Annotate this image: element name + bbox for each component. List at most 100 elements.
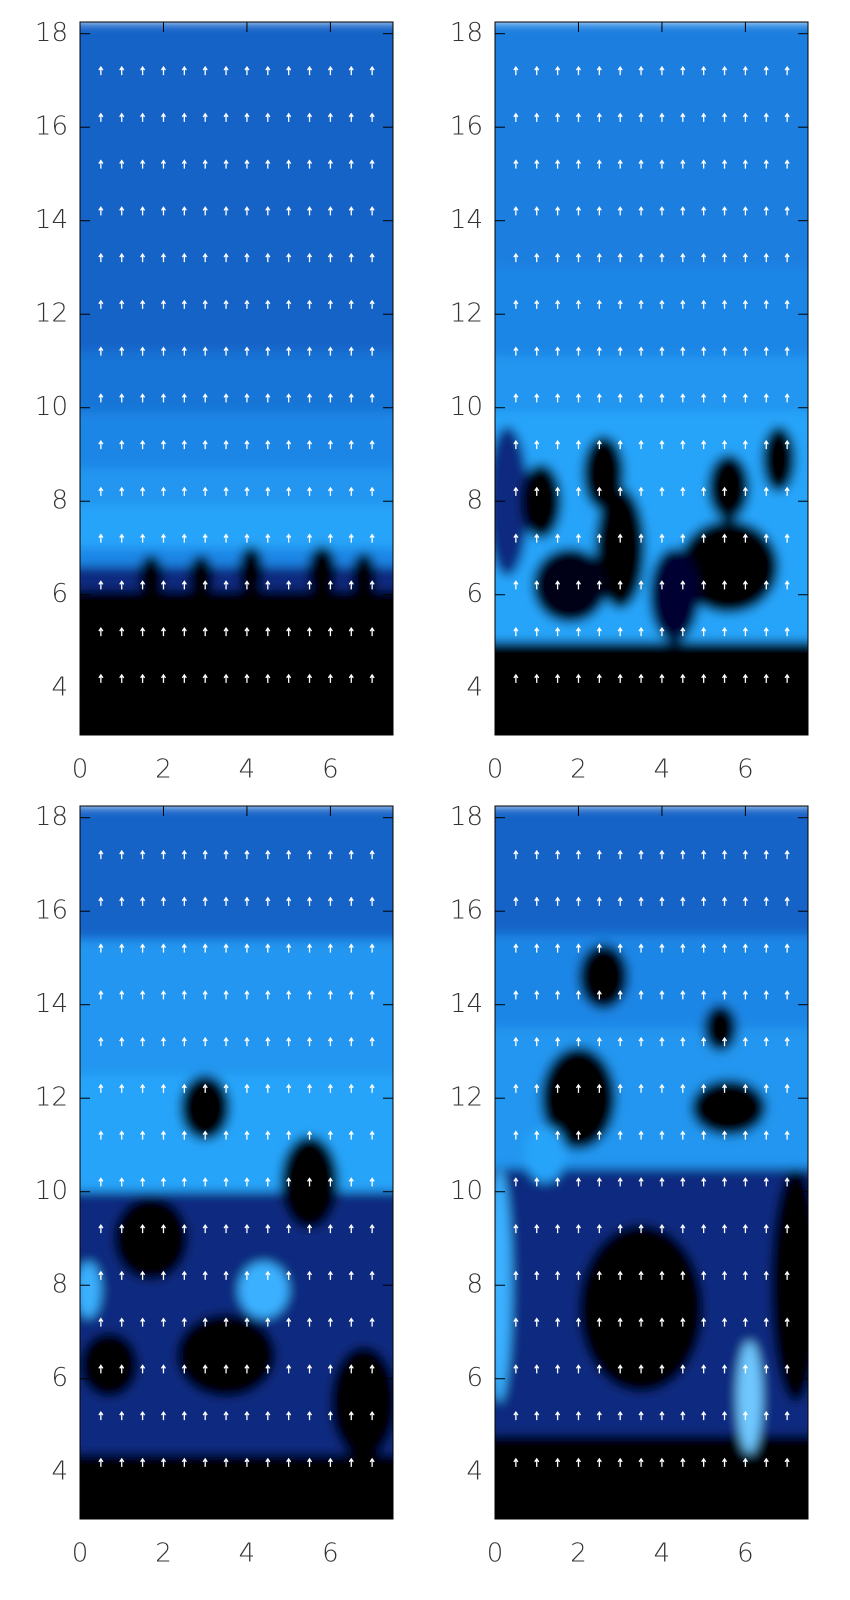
y-tick-label: 14 [450,989,483,1019]
velocity-arrow [244,252,250,263]
velocity-arrow [742,1083,748,1093]
velocity-arrow [680,943,686,953]
velocity-arrow [617,439,623,450]
velocity-arrow [659,1317,665,1327]
velocity-arrow [306,1177,313,1187]
velocity-arrow [223,1177,229,1187]
velocity-arrow [659,206,665,216]
velocity-arrow [742,1130,748,1140]
velocity-arrow [244,346,250,356]
velocity-arrow [721,849,728,860]
velocity-arrow [119,849,125,860]
velocity-arrow [742,533,748,543]
velocity-arrow [534,673,540,683]
velocity-arrow [327,112,333,122]
velocity-arrow [202,299,208,309]
velocity-arrow [369,626,375,637]
velocity-arrow [244,159,250,169]
velocity-arrow [784,1364,790,1374]
velocity-arrow [98,112,104,122]
velocity-arrow [348,252,354,263]
velocity-arrow [784,346,790,356]
velocity-arrow [369,943,375,953]
velocity-arrow [617,673,623,683]
velocity-arrow [555,849,561,860]
velocity-arrow [659,1410,665,1421]
velocity-arrow [286,580,292,590]
velocity-arrow [534,1036,540,1047]
velocity-arrow [596,943,602,953]
velocity-arrow [534,1223,540,1234]
velocity-arrow [701,849,707,860]
velocity-arrow [742,1177,748,1187]
plume [578,1224,704,1393]
velocity-arrow [223,1410,229,1421]
plume [307,545,337,598]
velocity-arrow [244,1223,250,1234]
velocity-arrow [160,1177,167,1187]
velocity-arrow [742,990,748,1000]
velocity-arrow [181,673,187,683]
velocity-arrow [348,580,354,590]
velocity-arrow [596,1270,602,1280]
velocity-arrow [763,486,769,496]
velocity-arrow [223,1130,229,1140]
velocity-arrow [223,393,229,403]
velocity-arrow [202,112,208,122]
velocity-arrow [265,1036,271,1047]
velocity-arrow [265,580,271,590]
velocity-arrow [596,1317,602,1327]
velocity-arrow [763,943,769,953]
velocity-arrow [369,533,375,543]
velocity-arrow [680,1036,686,1047]
velocity-arrow [223,580,229,590]
y-tick-label: 14 [35,989,68,1019]
velocity-arrow [223,533,229,543]
velocity-arrow [327,943,333,953]
velocity-arrow [617,1410,623,1421]
velocity-arrow [306,626,313,637]
y-tick-label: 6 [51,1363,68,1393]
y-tick-label: 6 [51,579,68,609]
velocity-arrow [763,206,769,216]
velocity-arrow [555,346,561,356]
contour-layer [80,590,393,735]
velocity-arrow [327,439,333,450]
velocity-arrow [680,1177,686,1187]
velocity-arrow [160,943,167,953]
velocity-arrow [223,439,229,450]
velocity-arrow [534,1270,540,1280]
velocity-arrow [265,486,271,496]
velocity-arrow [575,1317,582,1327]
velocity-arrow [181,896,187,906]
velocity-arrow [701,112,707,122]
plot-frame [494,21,809,736]
velocity-arrow [160,626,167,637]
velocity-arrow [202,393,208,403]
y-tick-label: 4 [466,673,483,703]
velocity-arrow [265,1410,271,1421]
velocity-arrow [265,1457,271,1467]
velocity-arrow [98,1317,104,1327]
plume [495,426,529,577]
velocity-arrow [555,1457,561,1467]
velocity-arrow [286,439,292,450]
velocity-arrow [742,1317,748,1327]
velocity-arrow [555,112,561,122]
velocity-arrow [306,252,313,263]
velocity-arrow [160,1410,167,1421]
velocity-arrow [286,849,292,860]
velocity-arrow [369,393,375,403]
x-tick-label: 6 [322,1539,339,1569]
velocity-arrow [721,580,728,590]
velocity-arrow [555,65,561,76]
velocity-arrow [659,580,665,590]
velocity-arrow [763,439,769,450]
plume [175,1313,277,1398]
velocity-arrow [306,849,313,860]
velocity-arrow [534,1130,540,1140]
plume [762,426,796,492]
velocity-arrow [286,626,292,637]
velocity-arrow [638,626,644,637]
y-tick-label: 18 [450,802,483,832]
